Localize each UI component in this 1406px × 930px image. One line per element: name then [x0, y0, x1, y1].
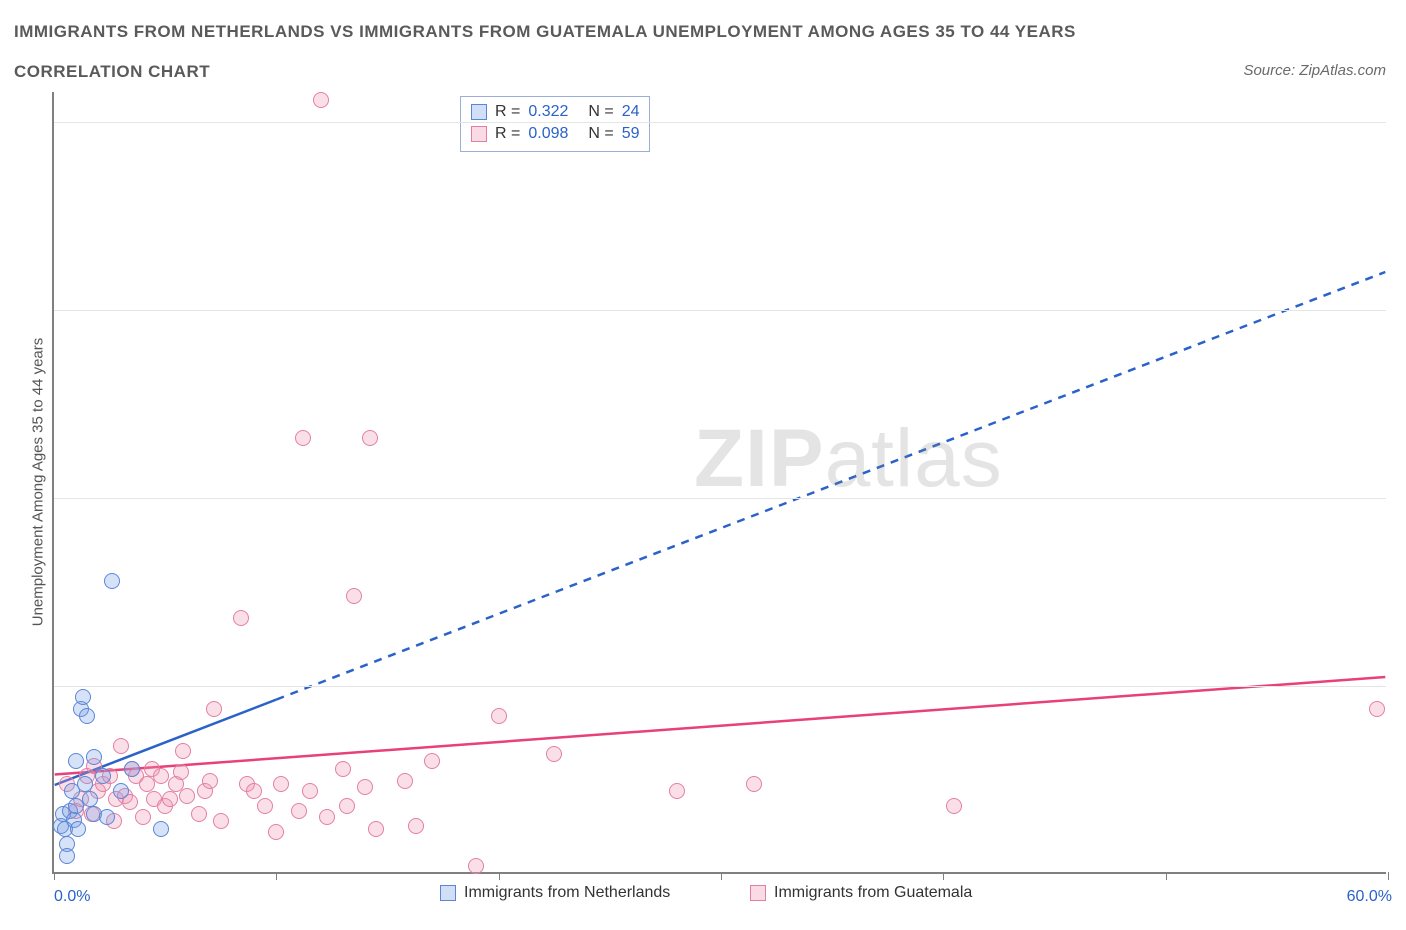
point-guatemala [173, 764, 189, 780]
point-guatemala [135, 809, 151, 825]
y-axis-label: Unemployment Among Ages 35 to 44 years [30, 338, 47, 627]
point-guatemala [669, 783, 685, 799]
legend-swatch [750, 885, 766, 901]
point-guatemala [153, 768, 169, 784]
point-netherlands [124, 761, 140, 777]
point-guatemala [362, 430, 378, 446]
chart-title-line2: CORRELATION CHART [14, 62, 210, 82]
y-tick-label: 12.5% [1392, 676, 1406, 694]
point-guatemala [268, 824, 284, 840]
point-netherlands [113, 783, 129, 799]
point-guatemala [339, 798, 355, 814]
x-tick [54, 872, 55, 880]
point-guatemala [257, 798, 273, 814]
point-netherlands [104, 573, 120, 589]
series-legend-label: Immigrants from Guatemala [774, 884, 972, 902]
point-netherlands [99, 809, 115, 825]
legend-swatch [471, 104, 487, 120]
point-guatemala [206, 701, 222, 717]
legend-n-value: 24 [622, 101, 640, 123]
point-guatemala [233, 610, 249, 626]
correlation-legend: R = 0.322 N = 24 R = 0.098 N = 59 [460, 96, 650, 152]
y-tick-label: 25.0% [1392, 488, 1406, 506]
point-netherlands [86, 749, 102, 765]
gridline-h [54, 310, 1386, 311]
x-origin-label: 0.0% [54, 888, 90, 906]
trend-lines-layer [54, 92, 1386, 872]
point-guatemala [397, 773, 413, 789]
series-legend-item: Immigrants from Netherlands [440, 884, 670, 902]
x-tick [1388, 872, 1389, 880]
point-guatemala [273, 776, 289, 792]
point-netherlands [70, 821, 86, 837]
point-guatemala [113, 738, 129, 754]
chart-title-line1: IMMIGRANTS FROM NETHERLANDS VS IMMIGRANT… [14, 22, 1076, 42]
trend-line [276, 272, 1385, 700]
point-netherlands [59, 848, 75, 864]
point-guatemala [946, 798, 962, 814]
trend-line [55, 677, 1386, 775]
point-netherlands [82, 791, 98, 807]
point-guatemala [202, 773, 218, 789]
point-netherlands [79, 708, 95, 724]
point-guatemala [346, 588, 362, 604]
legend-r-label: R = [495, 123, 520, 145]
legend-r-label: R = [495, 101, 520, 123]
point-guatemala [179, 788, 195, 804]
gridline-h [54, 122, 1386, 123]
legend-r-value: 0.098 [528, 123, 580, 145]
legend-n-label: N = [588, 101, 613, 123]
gridline-h [54, 686, 1386, 687]
point-guatemala [313, 92, 329, 108]
legend-row: R = 0.322 N = 24 [471, 101, 639, 123]
series-legend-label: Immigrants from Netherlands [464, 884, 670, 902]
point-guatemala [213, 813, 229, 829]
x-tick [499, 872, 500, 880]
point-guatemala [368, 821, 384, 837]
point-guatemala [546, 746, 562, 762]
x-max-label: 60.0% [1347, 888, 1392, 906]
point-guatemala [335, 761, 351, 777]
point-guatemala [295, 430, 311, 446]
point-guatemala [191, 806, 207, 822]
legend-swatch [440, 885, 456, 901]
point-guatemala [468, 858, 484, 874]
legend-n-value: 59 [622, 123, 640, 145]
point-guatemala [302, 783, 318, 799]
y-tick-label: 50.0% [1392, 112, 1406, 130]
point-guatemala [424, 753, 440, 769]
point-guatemala [746, 776, 762, 792]
point-netherlands [153, 821, 169, 837]
point-guatemala [408, 818, 424, 834]
point-guatemala [491, 708, 507, 724]
x-tick [721, 872, 722, 880]
point-netherlands [77, 776, 93, 792]
point-guatemala [246, 783, 262, 799]
point-guatemala [319, 809, 335, 825]
source-attribution: Source: ZipAtlas.com [1243, 62, 1386, 79]
point-guatemala [1369, 701, 1385, 717]
point-netherlands [75, 689, 91, 705]
legend-swatch [471, 126, 487, 142]
point-guatemala [291, 803, 307, 819]
gridline-h [54, 498, 1386, 499]
legend-r-value: 0.322 [528, 101, 580, 123]
legend-row: R = 0.098 N = 59 [471, 123, 639, 145]
point-guatemala [162, 791, 178, 807]
x-tick [1166, 872, 1167, 880]
point-netherlands [68, 753, 84, 769]
point-netherlands [95, 768, 111, 784]
y-tick-label: 37.5% [1392, 300, 1406, 318]
series-legend-item: Immigrants from Guatemala [750, 884, 972, 902]
x-tick [276, 872, 277, 880]
plot-area: Unemployment Among Ages 35 to 44 years Z… [52, 92, 1386, 874]
legend-n-label: N = [588, 123, 613, 145]
point-guatemala [175, 743, 191, 759]
point-guatemala [357, 779, 373, 795]
x-tick [943, 872, 944, 880]
